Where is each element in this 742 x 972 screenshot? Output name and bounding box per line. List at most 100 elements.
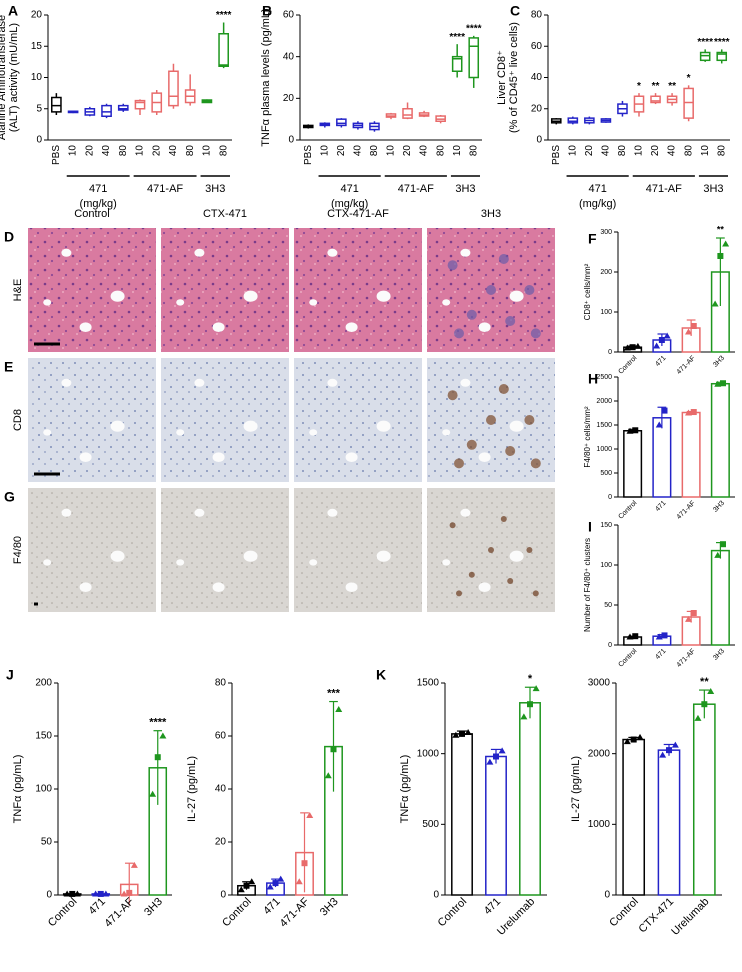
- data-point: [722, 240, 730, 247]
- row-label: H&E: [12, 279, 24, 302]
- vessel: [327, 508, 338, 517]
- vessel: [176, 299, 185, 306]
- y-tick-label: 0: [608, 494, 612, 501]
- panel-letter: B: [262, 3, 272, 19]
- vessel: [509, 290, 524, 302]
- x-tick-label: Urelumab: [495, 896, 537, 938]
- data-point: [626, 633, 634, 640]
- data-point: [452, 731, 460, 738]
- x-tick-label: 80: [468, 145, 479, 157]
- stained-cluster: [530, 328, 541, 339]
- y-tick-label: 0: [220, 890, 226, 901]
- vessel: [176, 429, 185, 436]
- stained-cluster: [447, 390, 458, 401]
- significance: **: [668, 81, 676, 92]
- data-point: [623, 738, 631, 745]
- y-axis-label: Number of F4/80⁺ clusters: [583, 538, 592, 632]
- panel-letter: A: [8, 3, 18, 19]
- x-tick-label: 10: [135, 145, 146, 157]
- vessel: [79, 582, 92, 592]
- x-tick-label: 20: [402, 145, 413, 157]
- data-point: [659, 751, 667, 758]
- column-header: Control: [74, 208, 109, 220]
- vessel: [79, 452, 92, 463]
- data-point: [69, 890, 76, 897]
- y-tick-label: 2000: [596, 398, 612, 405]
- box: [402, 108, 413, 119]
- vessel: [61, 378, 72, 387]
- vessel: [212, 322, 225, 333]
- vessel: [345, 452, 358, 463]
- box: [567, 117, 579, 124]
- data-point: [301, 860, 308, 867]
- x-tick-label: Control: [46, 896, 80, 930]
- data-point: [720, 541, 727, 548]
- vessel: [79, 322, 92, 333]
- data-point: [97, 890, 104, 897]
- stained-cluster: [498, 384, 509, 394]
- data-point: [690, 409, 697, 416]
- data-point: [626, 427, 634, 434]
- x-tick-label: 40: [419, 145, 430, 157]
- y-tick-label: 0: [46, 890, 52, 901]
- box: [650, 95, 661, 104]
- data-point: [130, 861, 138, 868]
- y-tick-label: 50: [604, 602, 612, 609]
- y-tick-label: 2000: [588, 748, 611, 759]
- panel-letter: F: [588, 231, 597, 247]
- x-tick-label: 471-AF: [102, 895, 136, 929]
- vessel: [194, 378, 205, 387]
- x-tick-label: 3H3: [712, 500, 726, 514]
- stained-cluster: [454, 458, 464, 469]
- vessel: [61, 508, 72, 517]
- x-tick-label: 10: [452, 145, 463, 157]
- x-tick-label: 80: [435, 145, 446, 157]
- panel-letter: K: [376, 667, 386, 683]
- data-point: [498, 747, 506, 754]
- y-tick-label: 200: [600, 269, 612, 276]
- x-tick-label: Control: [436, 896, 470, 930]
- data-point: [707, 687, 715, 694]
- x-tick-label: 471: [654, 648, 667, 661]
- vessel: [442, 559, 451, 566]
- data-point: [159, 732, 167, 739]
- group-note: (mg/kg): [331, 198, 368, 210]
- bar: [710, 549, 730, 646]
- column-header: 3H3: [481, 208, 501, 220]
- vessel: [345, 322, 358, 333]
- data-point: [694, 714, 702, 721]
- data-point: [632, 633, 639, 640]
- group-label: 3H3: [455, 183, 475, 195]
- data-point: [671, 741, 679, 748]
- x-tick-label: 20: [84, 145, 95, 157]
- box: [683, 87, 694, 119]
- group-label: 3H3: [205, 183, 225, 195]
- x-tick-label: 80: [617, 145, 628, 157]
- vessel: [309, 299, 318, 306]
- y-tick-label: 60: [283, 10, 295, 21]
- y-tick-label: 300: [600, 229, 612, 236]
- stained-cluster: [449, 522, 456, 529]
- data-point: [629, 344, 636, 351]
- column-header: CTX-471: [203, 208, 247, 220]
- x-tick-label: Urelumab: [669, 896, 711, 938]
- data-point: [666, 747, 672, 754]
- y-axis-label: TNFα (pg/mL): [12, 755, 24, 824]
- data-point: [324, 772, 332, 779]
- bar: [681, 411, 701, 498]
- data-point: [630, 736, 637, 743]
- vessel: [309, 429, 318, 436]
- vessel: [110, 420, 125, 432]
- group-label: 471: [588, 183, 606, 195]
- data-point: [520, 713, 528, 720]
- vessel: [376, 420, 391, 432]
- vessel: [194, 248, 205, 257]
- data-point: [684, 409, 692, 416]
- y-tick-label: 0: [536, 135, 542, 146]
- x-tick-label: 80: [683, 145, 694, 157]
- y-tick-label: 40: [531, 72, 543, 83]
- significance: **: [717, 224, 725, 234]
- vessel: [212, 452, 225, 463]
- data-point: [154, 754, 161, 761]
- box: [451, 55, 463, 73]
